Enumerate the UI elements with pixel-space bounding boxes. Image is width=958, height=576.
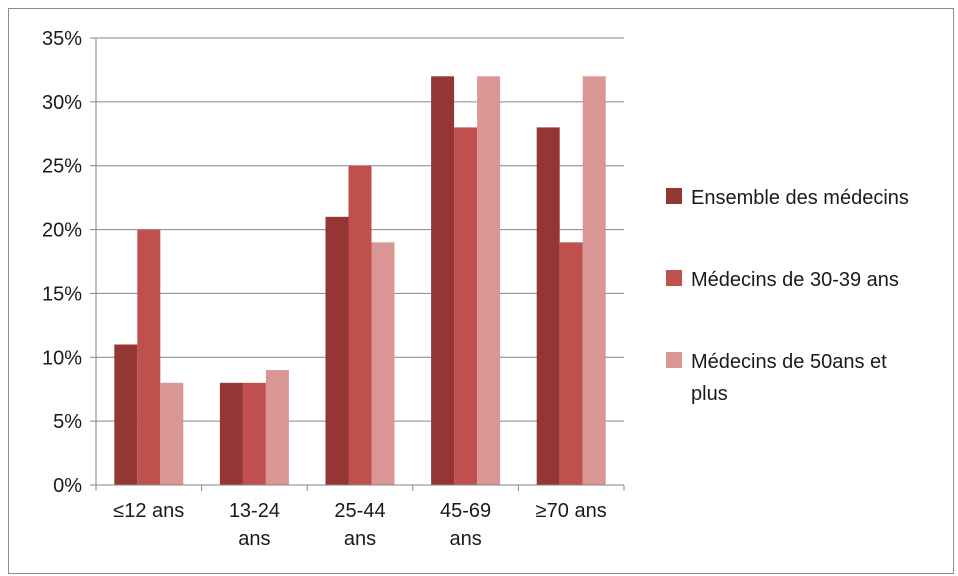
y-tick-label: 30% <box>42 92 82 114</box>
bar-2-3 <box>348 165 372 485</box>
y-tick-label: 15% <box>42 283 82 305</box>
legend-item-2: Médecins de 30-39 ans <box>666 269 899 291</box>
legend-swatch <box>666 270 682 286</box>
bar-1-2 <box>219 382 243 485</box>
y-tick-label: 20% <box>42 220 82 242</box>
bar-3-4 <box>477 76 501 486</box>
bar-1-4 <box>431 76 455 486</box>
bar-3-2 <box>265 370 289 485</box>
bar-2-2 <box>242 382 266 485</box>
legend-item-1: Ensemble des médecins <box>666 187 909 209</box>
chart-frame: 0% 5% 10% 15% 20% 25% 30% 35% ≤12 ans 13-24 ans 25… <box>8 8 954 574</box>
legend-swatch <box>666 352 682 368</box>
x-tick-label: 13-24 ans <box>229 500 280 550</box>
bar-2-5 <box>559 242 583 485</box>
x-tick-label: 25-44 ans <box>334 500 385 550</box>
legend-label: Médecins de 30-39 ans <box>691 269 899 291</box>
legend-label: Ensemble des médecins <box>691 187 909 209</box>
legend-label: Médecins de 50ans et plus <box>691 351 887 405</box>
bar-2-4 <box>454 127 478 486</box>
bar-3-3 <box>371 242 395 485</box>
bar-chart: 0% 5% 10% 15% 20% 25% 30% 35% ≤12 ans 13-24 ans 25… <box>42 28 909 550</box>
y-axis-tick-labels: 0% 5% 10% 15% 20% 25% 30% 35% <box>42 28 82 497</box>
y-tick-label: 35% <box>42 28 82 50</box>
bar-1-5 <box>536 127 560 486</box>
x-tick-label: 45-69 ans <box>440 500 491 550</box>
bar-3-5 <box>582 76 606 486</box>
y-tick-label: 5% <box>53 411 82 433</box>
y-tick-label: 25% <box>42 156 82 178</box>
bar-1-1 <box>114 344 138 485</box>
bars <box>114 76 606 486</box>
y-tick-label: 0% <box>53 475 82 497</box>
legend: Ensemble des médecins Médecins de 30-39 a… <box>666 187 909 405</box>
bar-1-3 <box>325 216 349 486</box>
x-tick-label: ≤12 ans <box>113 500 184 522</box>
legend-swatch <box>666 188 682 204</box>
axes <box>90 37 625 491</box>
x-tick-label: ≥70 ans <box>536 500 607 522</box>
x-axis-tick-labels: ≤12 ans 13-24 ans 25-44 ans 45-69 ans ≥70 ans <box>113 500 606 550</box>
y-tick-label: 10% <box>42 347 82 369</box>
bar-3-1 <box>160 382 184 485</box>
legend-item-3: Médecins de 50ans et plus <box>666 351 887 405</box>
bar-2-1 <box>137 229 161 485</box>
